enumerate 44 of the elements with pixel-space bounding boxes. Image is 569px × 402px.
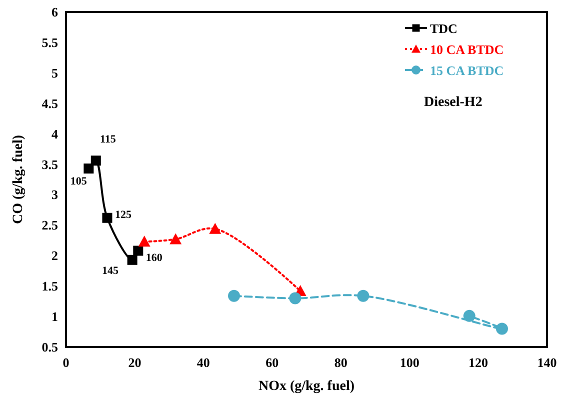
y-tick-label: 3 — [52, 187, 58, 202]
annotation: 160 — [146, 252, 163, 264]
y-tick-label: 2.5 — [42, 218, 58, 233]
x-tick-label: 100 — [400, 355, 420, 370]
point — [84, 164, 94, 174]
x-tick-label: 120 — [468, 355, 488, 370]
point — [289, 292, 302, 304]
point — [138, 236, 150, 247]
point — [90, 156, 101, 166]
x-tick-label: 60 — [266, 355, 279, 370]
annotation: Diesel-H2 — [424, 95, 482, 110]
x-tick-label: 40 — [196, 355, 210, 370]
point — [102, 212, 112, 223]
x-axis-title: NOx (g/kg. fuel) — [258, 379, 355, 394]
point — [209, 222, 222, 234]
point — [127, 254, 138, 265]
x-tick-label: 20 — [128, 355, 142, 370]
x-tick-label: 140 — [537, 355, 557, 370]
point — [357, 290, 370, 302]
annotation: 105 — [70, 176, 88, 188]
x-tick-label: 0 — [62, 355, 70, 370]
legend-label: 15 CA BTDC — [430, 63, 504, 78]
y-tick-label: 4.5 — [42, 96, 58, 111]
point — [228, 290, 240, 302]
y-tick-label: 3.5 — [42, 156, 58, 172]
annotation: 125 — [114, 208, 132, 221]
y-tick-label: 0.5 — [42, 340, 58, 354]
y-tick-label: 1 — [52, 309, 58, 324]
annotation: 145 — [102, 264, 120, 277]
y-tick-label: 1.5 — [42, 278, 58, 294]
annotation: 115 — [100, 134, 116, 146]
y-tick-label: 5.5 — [42, 34, 58, 50]
point — [496, 322, 508, 335]
legend-label: TDC — [430, 21, 458, 36]
legend-label: 10 CA BTDC — [430, 42, 504, 57]
y-tick-label: 6 — [52, 4, 58, 20]
point — [170, 233, 182, 244]
point — [133, 246, 144, 256]
y-tick-label: 4 — [52, 126, 58, 142]
y-axis-title: CO (g/kg. fuel) — [11, 134, 26, 224]
y-tick-label: 5 — [52, 65, 58, 80]
y-tick-label: 2 — [52, 248, 58, 264]
point — [463, 310, 476, 322]
x-tick-label: 80 — [334, 355, 348, 370]
